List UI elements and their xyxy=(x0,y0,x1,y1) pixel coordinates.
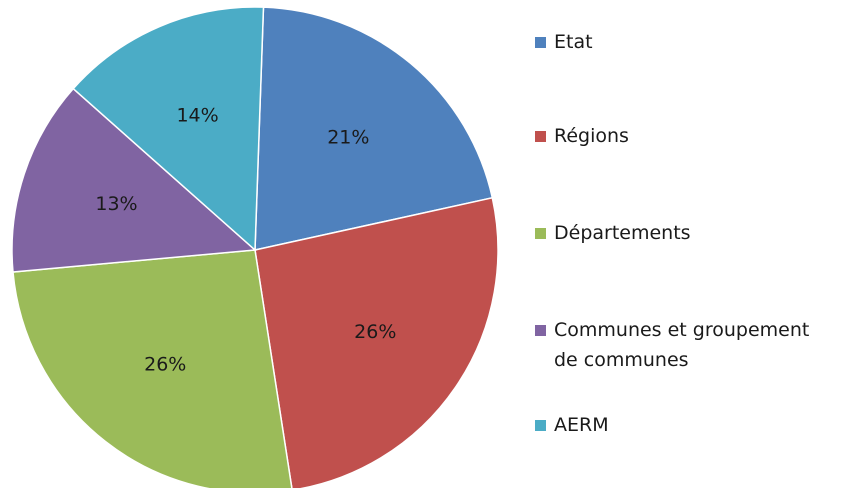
legend-label: Communes et groupement de communes xyxy=(554,319,810,371)
data-label: 21% xyxy=(327,126,369,148)
legend-swatch xyxy=(535,37,546,48)
legend-item: Départements xyxy=(535,218,837,248)
legend-swatch xyxy=(535,228,546,239)
pie-slice xyxy=(11,87,257,273)
pie-slice xyxy=(254,196,499,488)
legend-swatch xyxy=(535,420,546,431)
pie-slice xyxy=(12,249,293,488)
legend-label: Départements xyxy=(554,222,691,244)
legend-item: Communes et groupement de communes xyxy=(535,315,837,375)
data-label: 13% xyxy=(95,193,137,215)
legend-swatch xyxy=(535,131,546,142)
data-label: 14% xyxy=(176,104,218,126)
data-label: 26% xyxy=(144,353,186,375)
data-label: 26% xyxy=(354,321,396,343)
legend-label: Régions xyxy=(554,125,629,147)
pie-slice xyxy=(254,6,494,251)
legend-label: AERM xyxy=(554,414,609,436)
legend-item: AERM xyxy=(535,410,837,440)
pie-slice xyxy=(72,6,265,252)
legend-label: Etat xyxy=(554,31,593,53)
legend-item: Régions xyxy=(535,121,837,151)
legend-item: Etat xyxy=(535,27,837,57)
legend-swatch xyxy=(535,325,546,336)
